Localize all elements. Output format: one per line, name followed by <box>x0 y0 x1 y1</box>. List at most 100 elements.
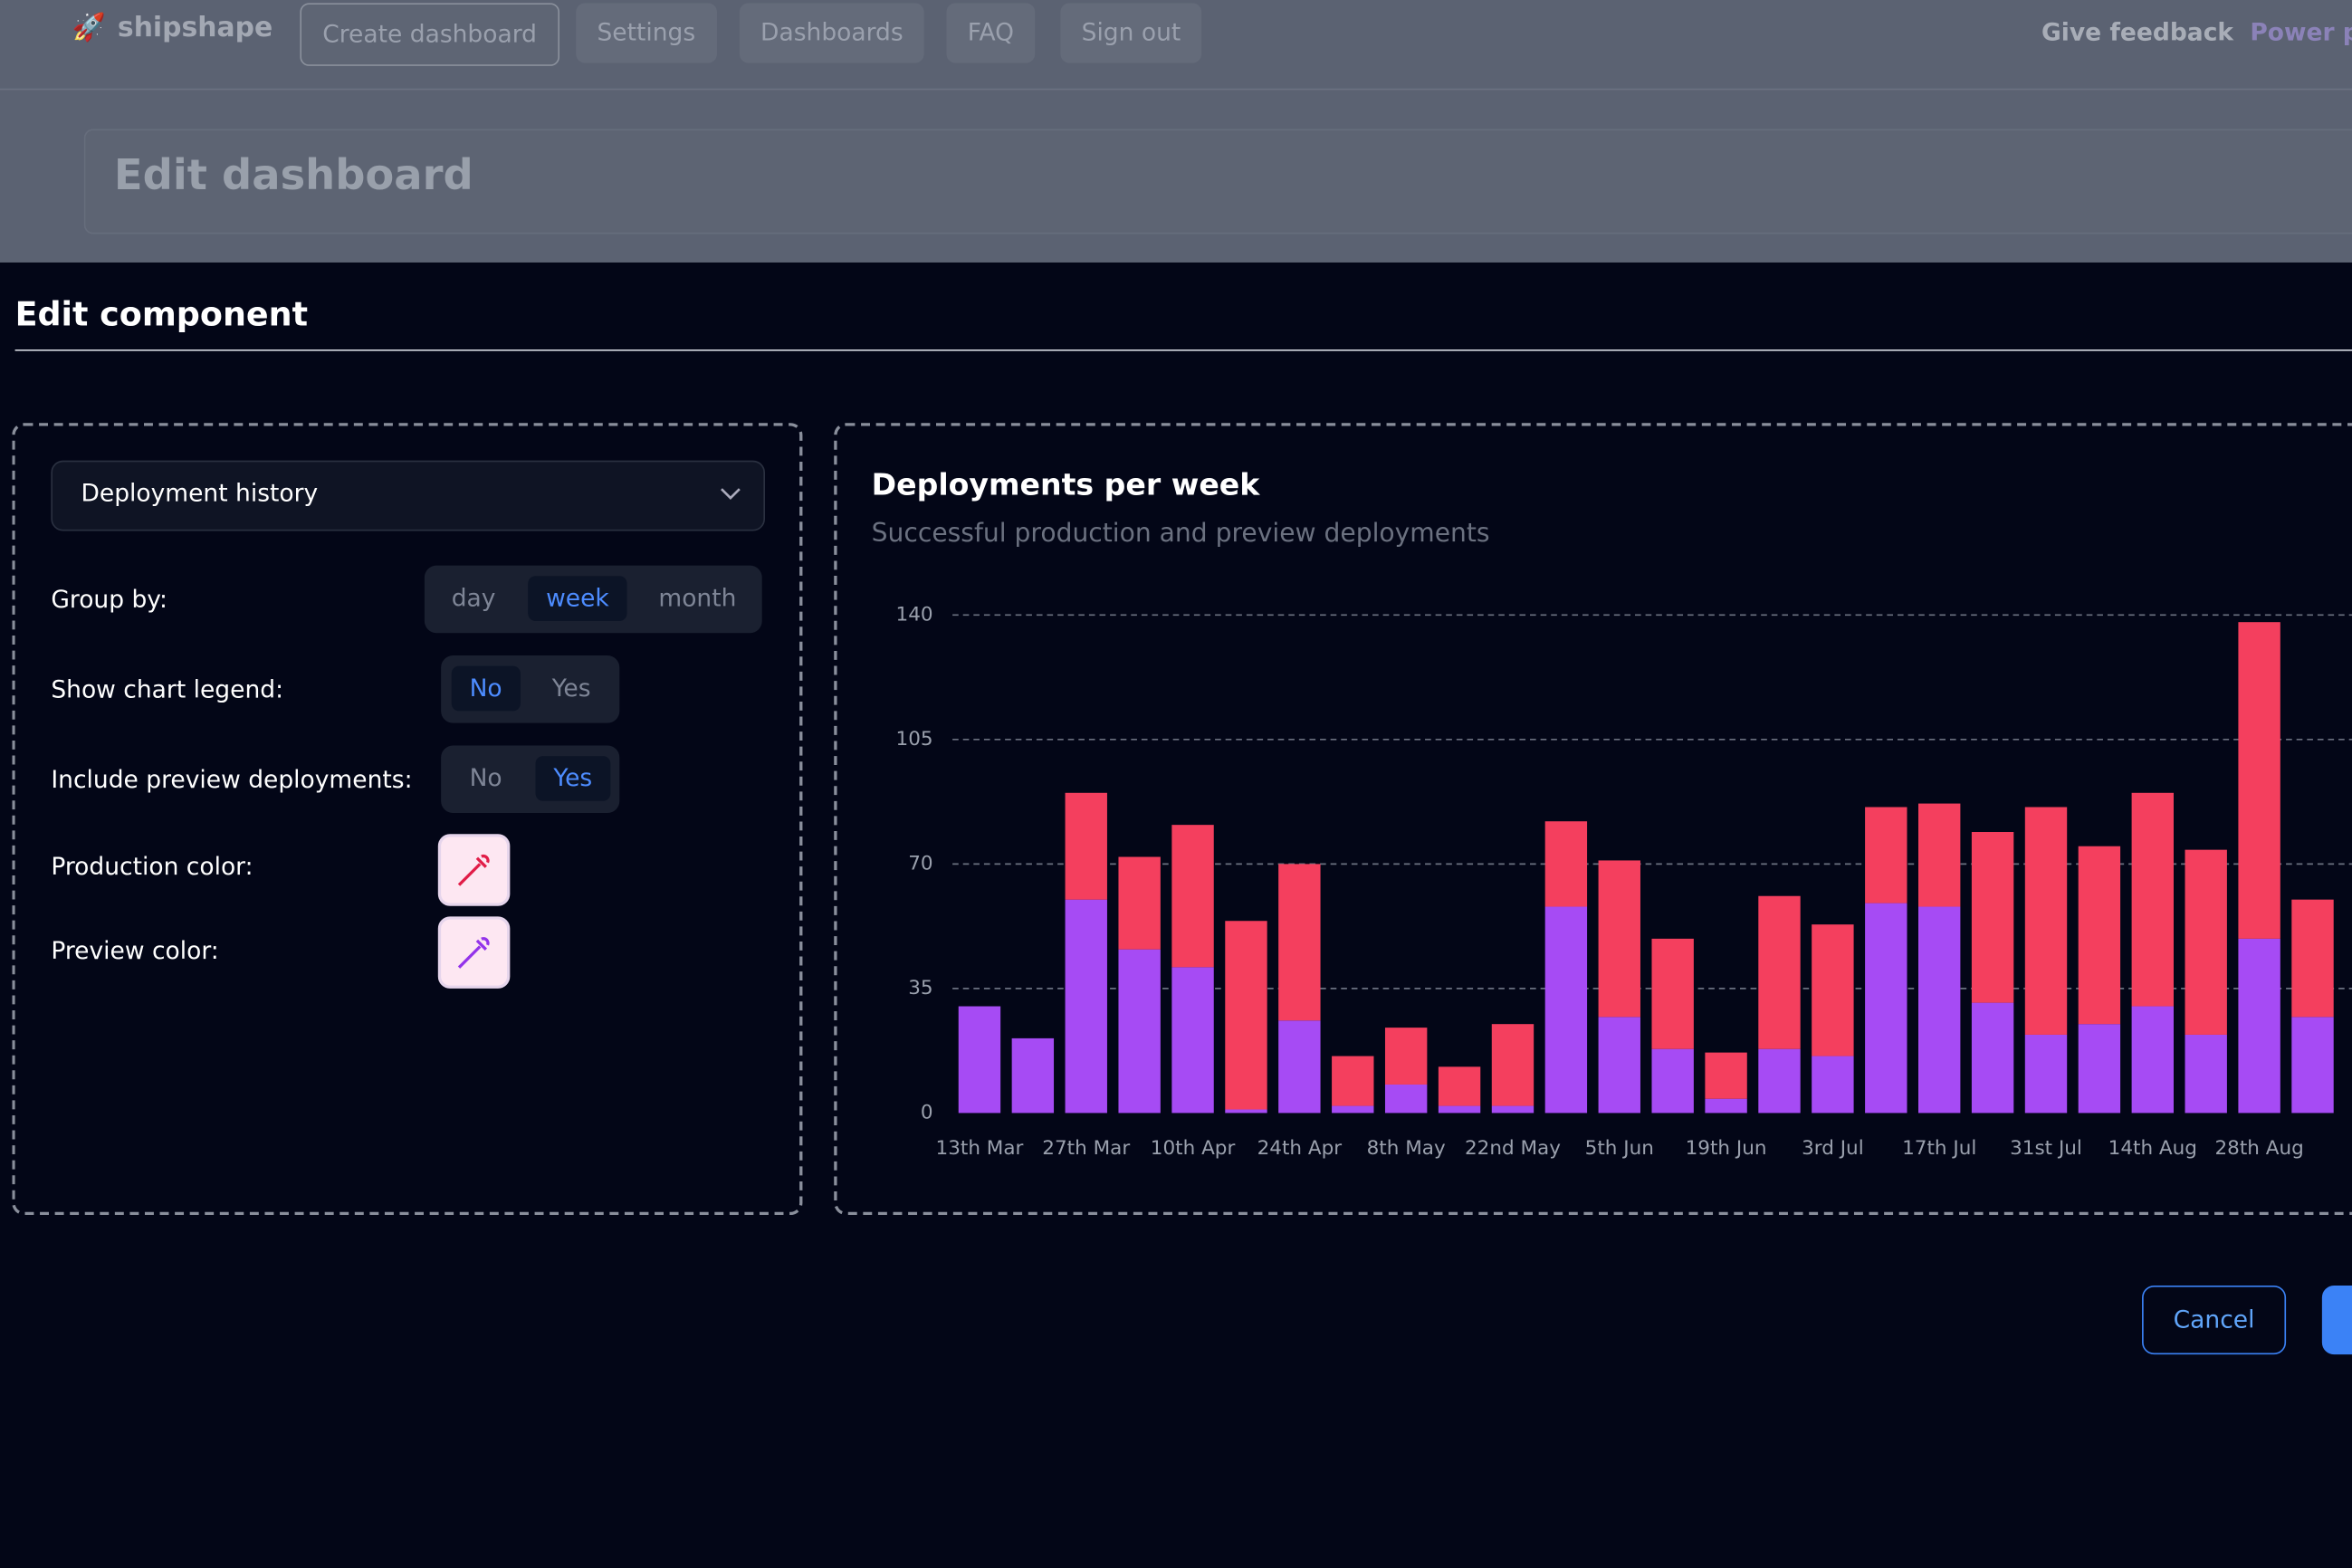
bar <box>1011 1037 1055 1114</box>
field-label: Preview color: <box>51 935 219 965</box>
brand-text: shipshape <box>117 12 273 44</box>
field-label: Group by: <box>51 585 168 614</box>
x-tick-label: 5th Jun <box>1585 1137 1654 1160</box>
bar <box>1491 1024 1535 1106</box>
x-tick-label: 8th May <box>1367 1137 1446 1160</box>
bar <box>1865 807 1907 904</box>
bar <box>1971 1002 2014 1114</box>
color-picker[interactable] <box>437 916 511 989</box>
save-button[interactable] <box>2321 1285 2352 1355</box>
bar <box>1225 921 1267 1110</box>
y-tick-label: 35 <box>908 977 932 999</box>
nav-link[interactable]: Sign out <box>1060 3 1202 63</box>
bar <box>1705 1052 1747 1099</box>
bar <box>1171 967 1214 1114</box>
bar <box>1065 899 1107 1114</box>
nav-link[interactable]: Create dashboard <box>300 3 559 66</box>
bar <box>1438 1066 1481 1106</box>
power-link[interactable]: Power p <box>2250 17 2352 47</box>
bar <box>1758 895 1801 1049</box>
option[interactable]: No <box>451 665 521 712</box>
feedback-link[interactable]: Give feedback <box>2041 17 2234 47</box>
bar <box>1971 832 2014 1003</box>
icon <box>457 937 490 969</box>
nav-link[interactable]: FAQ <box>946 3 1036 63</box>
bar <box>958 1006 1001 1114</box>
bar <box>1118 949 1161 1114</box>
bar <box>2291 1017 2334 1114</box>
page-header[interactable] <box>83 129 2352 234</box>
x-tick-label: 17th Jul <box>1902 1137 1976 1160</box>
bar <box>2185 849 2227 1035</box>
chart-subtitle: Successful production and preview deploy… <box>872 518 1490 548</box>
bar <box>2131 1006 2174 1114</box>
bar <box>2238 622 2280 939</box>
bar <box>2078 846 2121 1025</box>
x-tick-label: 24th Apr <box>1257 1137 1343 1160</box>
option[interactable]: day <box>451 583 496 613</box>
bar <box>2078 1024 2121 1114</box>
y-tick-label: 0 <box>921 1101 933 1123</box>
bar <box>1332 1056 1374 1106</box>
bar <box>1812 924 1854 1056</box>
bar <box>1491 1105 1535 1114</box>
bar <box>2185 1034 2227 1114</box>
bar <box>1171 825 1214 968</box>
bar <box>2291 899 2334 1018</box>
bar <box>1758 1048 1801 1114</box>
nav-link[interactable]: Dashboards <box>739 3 924 63</box>
bar <box>1544 821 1588 907</box>
nav-link[interactable]: Settings <box>576 3 717 63</box>
chevron <box>721 488 741 500</box>
x-tick-label: 10th Apr <box>1151 1137 1236 1160</box>
bar <box>1598 860 1640 1018</box>
y-tick-label: 105 <box>896 728 933 751</box>
option[interactable]: No <box>469 763 502 792</box>
cancel-button[interactable]: Cancel <box>2142 1285 2287 1355</box>
bar <box>1812 1056 1854 1114</box>
bar <box>1917 803 1961 907</box>
x-tick-label: 19th Jun <box>1686 1137 1767 1160</box>
bar <box>1544 906 1588 1114</box>
bar <box>1384 1028 1428 1085</box>
x-tick-label: 31st Jul <box>2010 1137 2082 1160</box>
chart-title: Deployments per week <box>872 466 1261 502</box>
bar <box>2024 807 2068 1035</box>
option[interactable]: week <box>528 576 627 621</box>
x-tick-label: 22nd May <box>1465 1137 1561 1160</box>
x-tick-label: 3rd Jul <box>1802 1137 1864 1160</box>
form-panel <box>12 423 803 1216</box>
brand[interactable]: 🚀 shipshape <box>72 12 273 44</box>
modal-title: Edit component <box>14 297 308 335</box>
chart-panel <box>834 423 2352 1216</box>
field-label: Include preview deployments: <box>51 765 413 794</box>
field-label: Show chart legend: <box>51 674 284 704</box>
x-tick-label: 13th Mar <box>936 1137 1024 1160</box>
page-title: Edit dashboard <box>113 149 473 200</box>
y-tick-label: 70 <box>908 852 932 875</box>
bar <box>1651 1048 1694 1114</box>
bar <box>1225 1109 1267 1114</box>
option[interactable]: Yes <box>551 673 591 703</box>
x-tick-label: 27th Mar <box>1042 1137 1130 1160</box>
bar <box>1865 903 1907 1114</box>
option[interactable]: month <box>658 583 737 613</box>
color-picker[interactable] <box>437 834 511 906</box>
bar <box>2131 792 2174 1007</box>
bar <box>1438 1105 1481 1114</box>
component-select[interactable] <box>51 460 766 531</box>
divider <box>14 349 2352 351</box>
bar <box>1118 856 1161 950</box>
option[interactable]: Yes <box>535 756 611 801</box>
bar <box>1598 1017 1640 1114</box>
bar <box>1332 1105 1374 1114</box>
divider <box>0 88 2352 91</box>
bar <box>1384 1084 1428 1114</box>
select-value: Deployment history <box>81 478 319 508</box>
icon <box>457 854 490 886</box>
bar <box>2238 938 2280 1114</box>
bar <box>1278 1020 1321 1114</box>
